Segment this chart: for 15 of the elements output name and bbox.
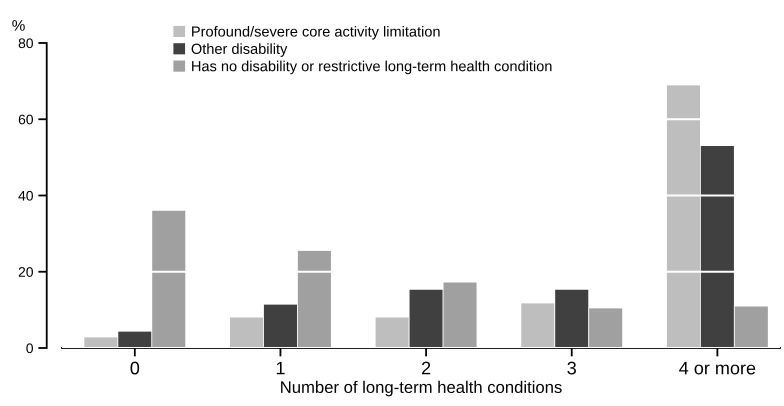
y-tick-label: 20 <box>18 267 33 277</box>
y-tick-label: 60 <box>18 114 33 124</box>
x-tick-label: 2 <box>422 362 430 374</box>
x-tick-label: 3 <box>567 362 576 374</box>
legend-label: Other disability <box>192 43 288 57</box>
legend-label: Has no disability or restrictive long-term health condition <box>192 60 552 74</box>
legend-label: Profound/severe core activity limitation <box>192 26 440 40</box>
x-tick-label: 4 or more <box>679 362 756 374</box>
y-tick-label: 80 <box>18 38 33 48</box>
x-tick-label: 1 <box>276 362 285 374</box>
x-axis-title: Number of long-term health conditions <box>281 380 562 396</box>
y-tick-label: 40 <box>18 190 33 201</box>
y-axis-title: % <box>12 20 25 31</box>
x-tick-label: 0 <box>130 362 140 374</box>
y-tick-label: 0 <box>26 343 33 354</box>
